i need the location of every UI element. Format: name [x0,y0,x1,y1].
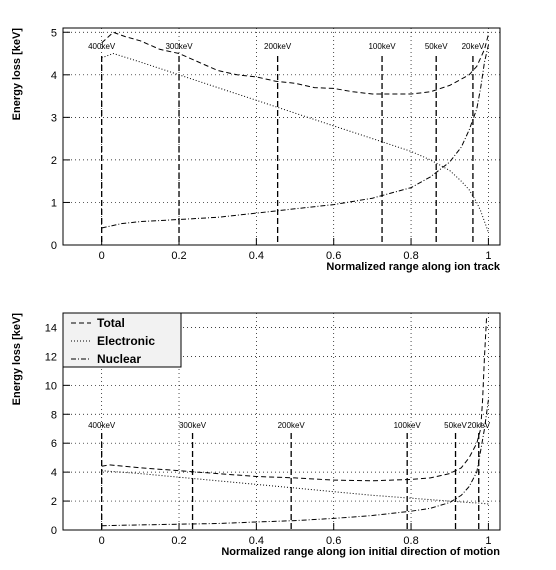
x-tick-label: 0 [99,535,105,547]
legend-label: Nuclear [97,352,141,366]
series-line-electronic [101,52,489,233]
x-axis-title: Normalized range along ion track [326,261,500,273]
energy-marker-label: 100keV [368,42,396,51]
legend-label: Total [97,316,125,330]
y-tick-label: 6 [51,438,57,450]
energy-marker-label: 50keV [444,421,467,430]
x-tick-label: 0.6 [326,250,341,262]
y-tick-label: 4 [51,467,57,479]
series-line-nuclear [101,44,489,229]
y-axis-title: Energy loss [keV] [11,313,23,406]
legend: Total Electronic Nuclear [62,312,182,368]
series-line-nuclear [101,399,489,527]
y-tick-label: 14 [45,322,57,334]
y-tick-label: 3 [51,112,57,124]
energy-marker-label: 20keV [462,42,485,51]
series-line-electronic [101,470,489,505]
x-tick-label: 1 [485,535,491,547]
x-tick-label: 0.6 [326,535,341,547]
energy-marker-label: 20keV [467,421,490,430]
x-tick-label: 0.2 [171,250,186,262]
x-tick-label: 0 [99,250,105,262]
energy-marker-label: 400keV [88,421,116,430]
y-tick-label: 10 [45,380,57,392]
legend-label: Electronic [97,334,155,348]
series-line-total [101,315,489,482]
y-tick-label: 2 [51,155,57,167]
x-tick-label: 0.2 [171,535,186,547]
x-tick-label: 0.8 [403,535,418,547]
y-tick-label: 1 [51,197,57,209]
energy-marker-label: 200keV [278,421,306,430]
plot-frame [62,312,501,531]
x-tick-label: 1 [485,250,491,262]
x-axis-title: Normalized range along ion initial direc… [221,546,500,558]
panel-top-energy-loss-vs-track-range: 0 0.2 0.4 0.6 0.8 1 0 1 2 3 4 5 Normalized range alo… [11,27,501,273]
energy-marker-label: 300keV [179,421,207,430]
energy-marker-label: 50keV [425,42,448,51]
series-line-total [101,31,489,95]
y-tick-label: 0 [51,525,57,537]
energy-marker-label: 300keV [165,42,193,51]
energy-marker-label: 400keV [88,42,116,51]
x-tick-label: 0.8 [403,250,418,262]
y-axis-title: Energy loss [keV] [11,28,23,121]
legend-box [62,312,182,368]
y-tick-label: 5 [51,27,57,39]
energy-marker-label: 100keV [394,421,422,430]
y-tick-label: 4 [51,70,57,82]
x-tick-label: 0.4 [249,535,264,547]
y-tick-label: 0 [51,240,57,252]
x-tick-label: 0.4 [249,250,264,262]
energy-marker-label: 200keV [264,42,292,51]
y-tick-label: 12 [45,351,57,363]
plot-frame [62,27,501,246]
y-tick-label: 2 [51,496,57,508]
y-tick-label: 8 [51,409,57,421]
